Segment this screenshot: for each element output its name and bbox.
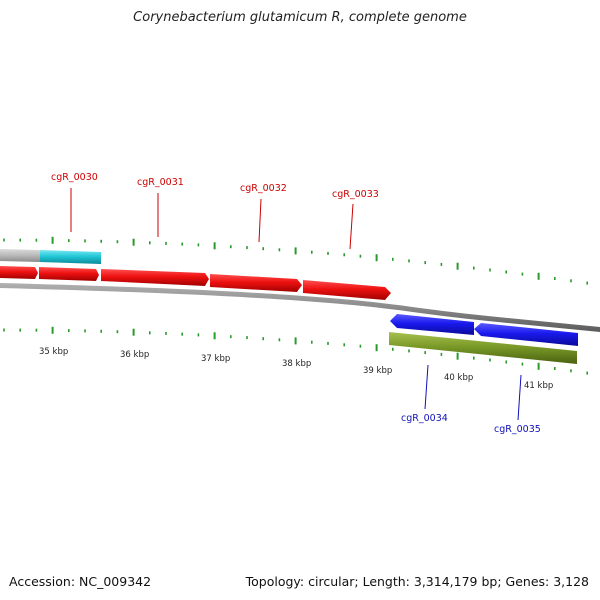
kbp-label: 40 kbp xyxy=(444,373,473,383)
leader-line xyxy=(258,198,262,243)
accession-text: Accession: NC_009342 xyxy=(9,574,152,589)
kbp-label: 36 kbp xyxy=(120,350,149,360)
map-title: Corynebacterium glutamicum R, complete g… xyxy=(133,10,467,25)
reverse-cds-arrow[interactable] xyxy=(390,314,474,335)
kbp-label: 37 kbp xyxy=(201,354,230,364)
forward-gene-labels: cgR_0030 cgR_0031 cgR_0032 cgR_0033 xyxy=(51,172,379,250)
kbp-label: 38 kbp xyxy=(282,359,311,369)
leader-line xyxy=(517,374,522,421)
genome-backbone xyxy=(0,283,600,332)
olive-gene-bar[interactable] xyxy=(389,332,577,364)
forward-cds-arrow[interactable] xyxy=(210,274,302,292)
kbp-label: 35 kbp xyxy=(39,347,68,357)
forward-cds-arrow[interactable] xyxy=(101,269,209,286)
forward-cds-arrow[interactable] xyxy=(303,280,391,300)
gene-label-cgR-0030[interactable]: cgR_0030 xyxy=(51,172,98,183)
reverse-cds-arrow[interactable] xyxy=(474,323,578,346)
reverse-cds-track xyxy=(390,314,578,346)
cyan-feature-bar xyxy=(40,250,101,264)
forward-cds-arrow[interactable] xyxy=(0,266,38,279)
kbp-scale-labels: 35 kbp 36 kbp 37 kbp 38 kbp 39 kbp 40 kb… xyxy=(39,347,553,391)
gene-label-cgR-0035[interactable]: cgR_0035 xyxy=(494,424,541,435)
kbp-label: 41 kbp xyxy=(524,381,553,391)
genome-summary-text: Topology: circular; Length: 3,314,179 bp… xyxy=(245,574,589,589)
reverse-gene-labels: cgR_0034 cgR_0035 xyxy=(401,364,541,435)
gene-label-cgR-0033[interactable]: cgR_0033 xyxy=(332,189,379,200)
gene-label-cgR-0034[interactable]: cgR_0034 xyxy=(401,413,448,424)
lower-tick-row xyxy=(3,326,589,375)
forward-cds-track xyxy=(0,266,391,300)
forward-cds-arrow[interactable] xyxy=(39,267,99,281)
leader-line xyxy=(349,203,354,250)
gene-label-cgR-0031[interactable]: cgR_0031 xyxy=(137,177,184,188)
gene-label-cgR-0032[interactable]: cgR_0032 xyxy=(240,183,287,194)
kbp-label: 39 kbp xyxy=(363,366,392,376)
upper-tick-row xyxy=(3,236,589,285)
gray-feature-bar xyxy=(0,249,40,262)
leader-line xyxy=(424,364,429,410)
